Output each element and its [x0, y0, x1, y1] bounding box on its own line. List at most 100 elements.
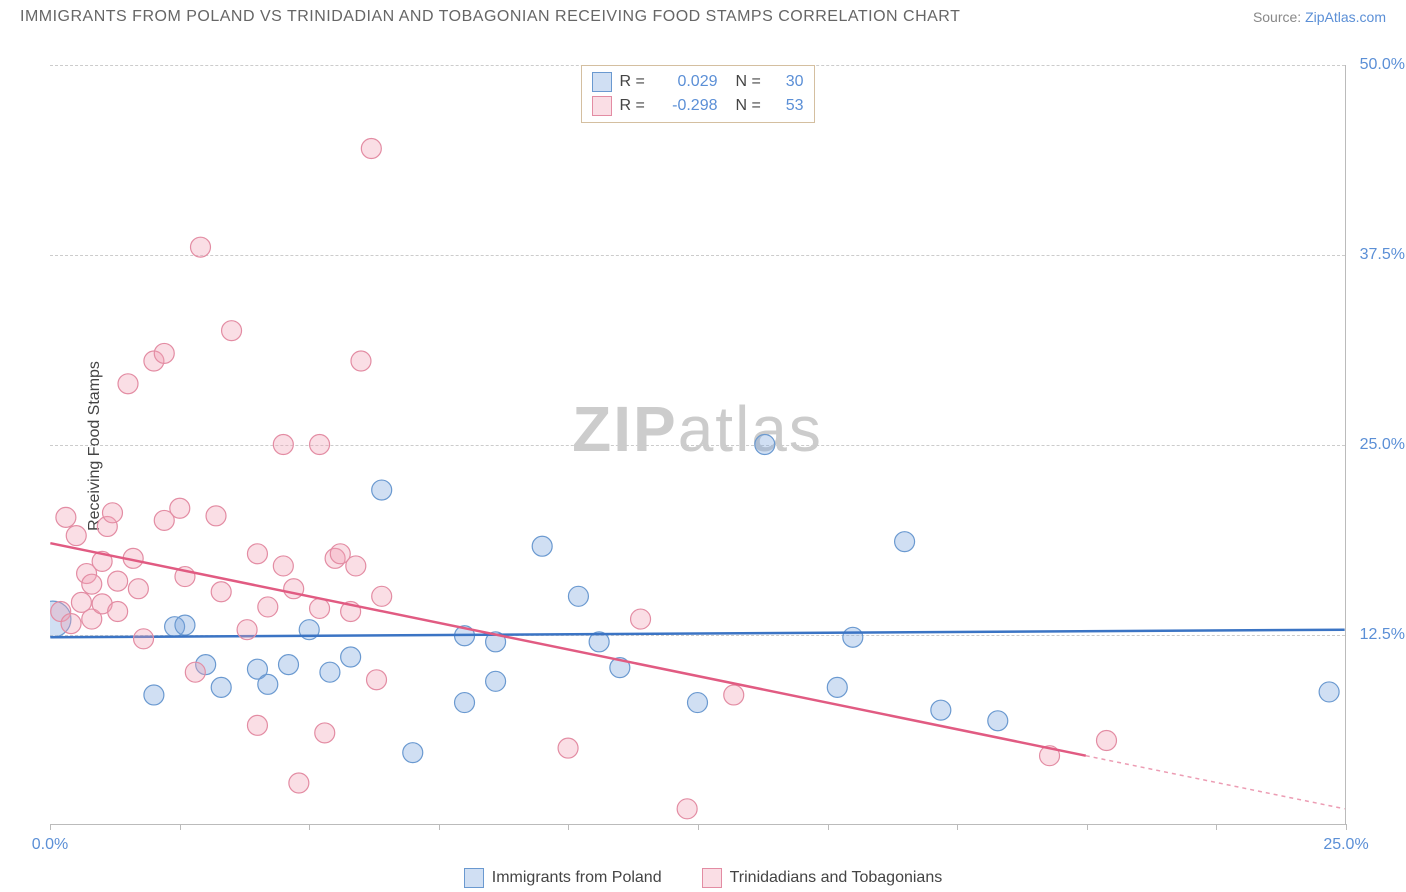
- scatter-point-poland: [568, 586, 588, 606]
- legend-swatch-poland: [592, 72, 612, 92]
- scatter-point-trinidad: [346, 556, 366, 576]
- scatter-point-trinidad: [66, 526, 86, 546]
- n-label: N =: [736, 70, 766, 94]
- scatter-point-trinidad: [372, 586, 392, 606]
- scatter-point-trinidad: [108, 601, 128, 621]
- xtick: [828, 824, 829, 830]
- scatter-point-poland: [895, 532, 915, 552]
- xtick: [1216, 824, 1217, 830]
- legend-swatch-trinidad: [592, 96, 612, 116]
- xtick: [309, 824, 310, 830]
- ytick-label: 12.5%: [1350, 626, 1405, 644]
- legend-bottom: Immigrants from Poland Trinidadians and T…: [0, 868, 1406, 888]
- legend-swatch-trinidad: [702, 868, 722, 888]
- xtick: [568, 824, 569, 830]
- r-value-trinidad: -0.298: [658, 94, 718, 118]
- ytick-label: 37.5%: [1350, 246, 1405, 264]
- scatter-point-trinidad: [206, 506, 226, 526]
- r-label: R =: [620, 70, 650, 94]
- source-link[interactable]: ZipAtlas.com: [1305, 9, 1386, 25]
- scatter-point-poland: [341, 647, 361, 667]
- scatter-point-trinidad: [237, 620, 257, 640]
- scatter-point-trinidad: [82, 574, 102, 594]
- xtick-label: 0.0%: [32, 836, 68, 854]
- scatter-point-trinidad: [247, 544, 267, 564]
- scatter-point-trinidad: [310, 598, 330, 618]
- scatter-point-poland: [144, 685, 164, 705]
- scatter-point-trinidad: [310, 435, 330, 455]
- xtick: [698, 824, 699, 830]
- scatter-point-poland: [403, 743, 423, 763]
- regression-line-trinidad: [50, 543, 1085, 756]
- scatter-point-poland: [931, 700, 951, 720]
- scatter-point-trinidad: [273, 435, 293, 455]
- scatter-point-trinidad: [56, 507, 76, 527]
- legend-swatch-poland: [464, 868, 484, 888]
- regression-ext-trinidad: [1086, 756, 1345, 809]
- scatter-point-poland: [688, 693, 708, 713]
- scatter-point-poland: [211, 677, 231, 697]
- scatter-point-trinidad: [315, 723, 335, 743]
- scatter-point-trinidad: [558, 738, 578, 758]
- scatter-point-poland: [175, 615, 195, 635]
- scatter-point-trinidad: [724, 685, 744, 705]
- r-label: R =: [620, 94, 650, 118]
- scatter-point-poland: [755, 435, 775, 455]
- ytick-label: 50.0%: [1350, 56, 1405, 74]
- scatter-point-trinidad: [170, 498, 190, 518]
- legend-stat-row-trinidad: R = -0.298 N = 53: [592, 94, 804, 118]
- scatter-point-trinidad: [118, 374, 138, 394]
- xtick: [180, 824, 181, 830]
- chart-title: IMMIGRANTS FROM POLAND VS TRINIDADIAN AN…: [20, 8, 960, 26]
- legend-stats-box: R = 0.029 N = 30 R = -0.298 N = 53: [581, 65, 815, 123]
- xtick-label: 25.0%: [1323, 836, 1368, 854]
- scatter-point-poland: [843, 627, 863, 647]
- r-value-poland: 0.029: [658, 70, 718, 94]
- scatter-point-poland: [320, 662, 340, 682]
- scatter-point-trinidad: [273, 556, 293, 576]
- scatter-point-trinidad: [367, 670, 387, 690]
- scatter-point-trinidad: [351, 351, 371, 371]
- scatter-point-poland: [455, 693, 475, 713]
- scatter-point-poland: [988, 711, 1008, 731]
- scatter-point-trinidad: [361, 139, 381, 159]
- scatter-point-trinidad: [61, 614, 81, 634]
- scatter-point-poland: [532, 536, 552, 556]
- scatter-point-trinidad: [211, 582, 231, 602]
- source-prefix: Source:: [1253, 9, 1305, 25]
- n-value-trinidad: 53: [774, 94, 804, 118]
- xtick: [50, 824, 51, 830]
- scatter-point-trinidad: [677, 799, 697, 819]
- ytick-label: 25.0%: [1350, 436, 1405, 454]
- scatter-point-trinidad: [191, 237, 211, 257]
- scatter-point-poland: [1319, 682, 1339, 702]
- legend-item-poland: Immigrants from Poland: [464, 868, 662, 888]
- legend-label-poland: Immigrants from Poland: [492, 869, 662, 887]
- scatter-point-trinidad: [154, 343, 174, 363]
- scatter-point-poland: [279, 655, 299, 675]
- scatter-point-trinidad: [1097, 731, 1117, 751]
- xtick: [1346, 824, 1347, 830]
- xtick: [439, 824, 440, 830]
- n-value-poland: 30: [774, 70, 804, 94]
- source-attribution: Source: ZipAtlas.com: [1253, 9, 1386, 25]
- scatter-point-poland: [486, 671, 506, 691]
- legend-stat-row-poland: R = 0.029 N = 30: [592, 70, 804, 94]
- scatter-point-trinidad: [631, 609, 651, 629]
- scatter-point-trinidad: [108, 571, 128, 591]
- legend-item-trinidad: Trinidadians and Tobagonians: [702, 868, 943, 888]
- scatter-point-trinidad: [134, 629, 154, 649]
- plot-area: ZIPatlas R =0.029N =30R =-0.298N =53 12.…: [50, 65, 1346, 825]
- xtick: [1087, 824, 1088, 830]
- scatter-point-trinidad: [289, 773, 309, 793]
- xtick: [957, 824, 958, 830]
- scatter-point-trinidad: [222, 321, 242, 341]
- scatter-point-trinidad: [128, 579, 148, 599]
- n-label: N =: [736, 94, 766, 118]
- legend-label-trinidad: Trinidadians and Tobagonians: [730, 869, 943, 887]
- scatter-point-poland: [372, 480, 392, 500]
- scatter-point-trinidad: [102, 503, 122, 523]
- scatter-point-trinidad: [185, 662, 205, 682]
- scatter-point-poland: [258, 674, 278, 694]
- scatter-point-trinidad: [258, 597, 278, 617]
